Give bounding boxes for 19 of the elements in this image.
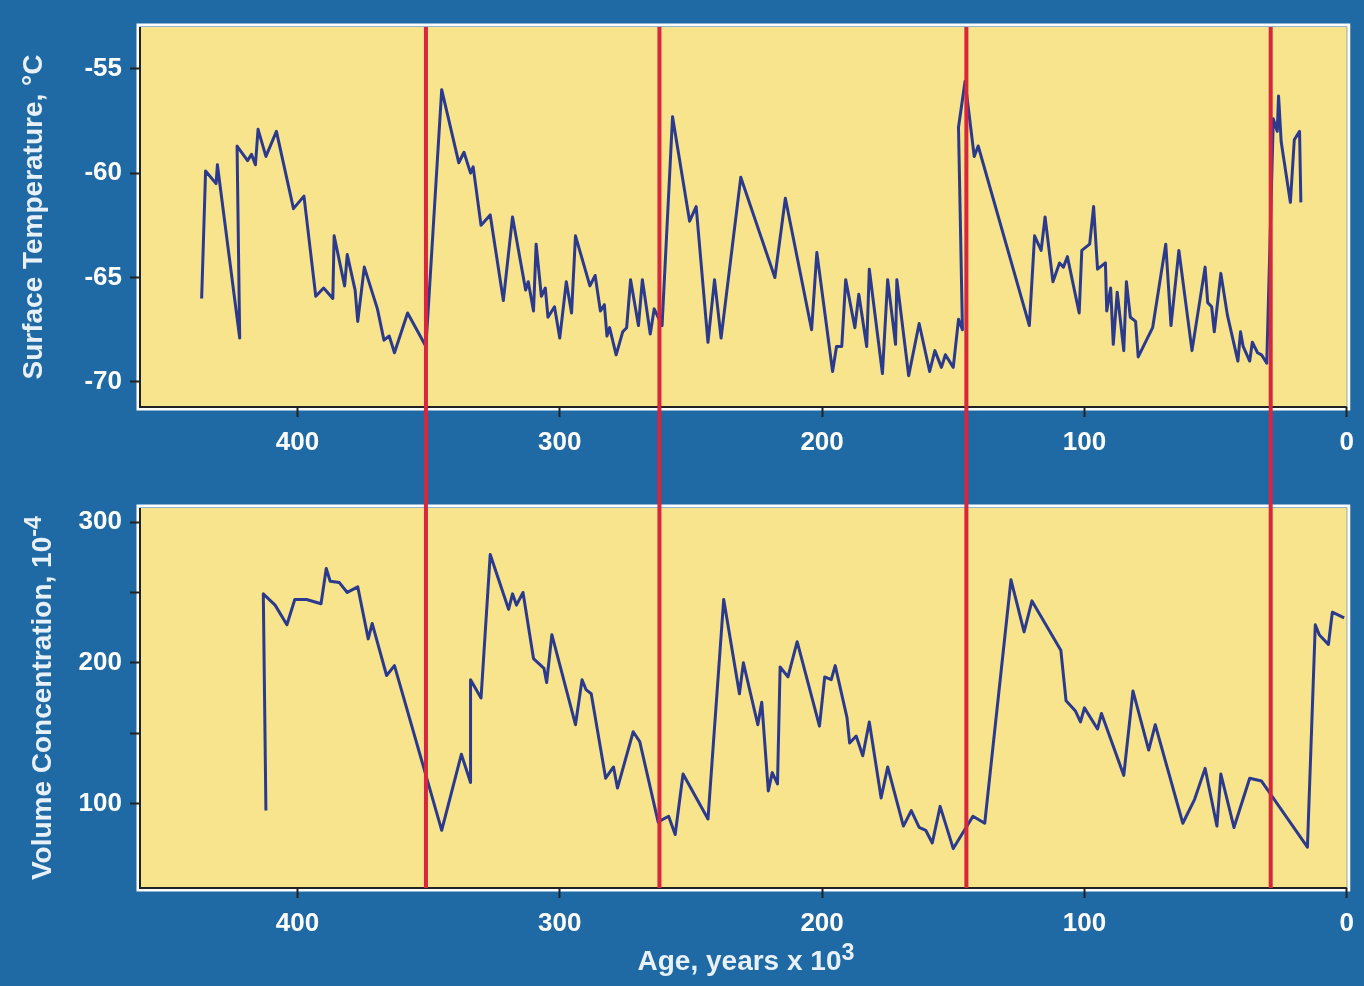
x-tick-label: 300 [538, 906, 582, 937]
x-tick-label: 0 [1339, 425, 1354, 456]
x-tick-label: 400 [275, 425, 320, 456]
x-tick-label: 100 [1062, 906, 1107, 937]
x-tick-label: 400 [275, 906, 320, 937]
y-tick-label: 200 [78, 645, 122, 676]
y-tick-label: 100 [78, 786, 122, 817]
y-tick-label: -70 [84, 365, 122, 396]
x-tick-label: 100 [1062, 425, 1107, 456]
y-axis-title: Surface Temperature, °C [16, 53, 49, 382]
y-tick-label: -60 [84, 156, 122, 187]
y-tick-label: -55 [84, 51, 122, 82]
x-tick-label: 200 [800, 906, 844, 937]
y-tick-label: 300 [78, 505, 122, 536]
y-tick-label: -65 [84, 260, 122, 291]
x-tick-label: 0 [1339, 906, 1354, 937]
x-tick-label: 300 [538, 425, 582, 456]
x-tick-label: 200 [800, 425, 844, 456]
x-axis-title: Age, years x 10$^{3}$ [637, 939, 855, 977]
